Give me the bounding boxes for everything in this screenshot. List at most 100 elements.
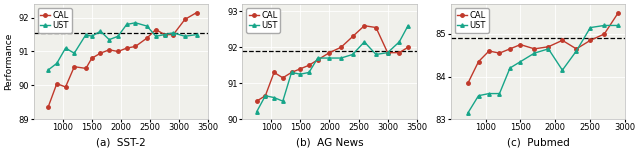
CAL: [132, 45, 140, 47]
CAL: [404, 46, 412, 48]
UST: [44, 69, 52, 71]
CAL: [545, 46, 552, 48]
CAL: [123, 47, 131, 49]
Y-axis label: Performance: Performance: [4, 33, 13, 90]
CAL: [253, 100, 260, 102]
CAL: [337, 46, 345, 48]
CAL: [106, 49, 113, 51]
CAL: [152, 29, 159, 30]
UST: [337, 57, 345, 59]
CAL: [143, 37, 151, 39]
CAL: [360, 25, 368, 27]
CAL: [573, 48, 580, 50]
X-axis label: (c)  Pubmed: (c) Pubmed: [506, 138, 570, 148]
UST: [495, 93, 503, 95]
UST: [531, 52, 538, 54]
UST: [559, 69, 566, 71]
CAL: [44, 106, 52, 108]
CAL: [114, 51, 122, 52]
UST: [181, 35, 189, 37]
UST: [70, 52, 78, 54]
UST: [106, 39, 113, 41]
CAL: [600, 33, 608, 35]
CAL: [262, 95, 269, 97]
CAL: [464, 82, 472, 84]
UST: [132, 22, 140, 24]
UST: [88, 35, 95, 37]
CAL: [586, 39, 594, 41]
CAL: [396, 52, 403, 54]
UST: [506, 67, 514, 69]
CAL: [506, 48, 514, 50]
UST: [586, 27, 594, 28]
CAL: [181, 18, 189, 20]
CAL: [161, 34, 168, 36]
UST: [600, 24, 608, 26]
CAL: [314, 59, 321, 61]
CAL: [193, 12, 200, 14]
CAL: [279, 77, 287, 79]
UST: [53, 62, 61, 64]
UST: [253, 111, 260, 113]
CAL: [614, 12, 622, 14]
UST: [360, 41, 368, 43]
UST: [279, 100, 287, 102]
Legend: CAL, UST: CAL, UST: [455, 8, 488, 33]
UST: [349, 54, 356, 55]
UST: [573, 50, 580, 52]
CAL: [288, 71, 296, 73]
UST: [485, 93, 493, 95]
CAL: [305, 64, 313, 66]
UST: [97, 30, 104, 32]
CAL: [53, 83, 61, 85]
UST: [61, 47, 69, 49]
UST: [296, 73, 304, 75]
X-axis label: (a)  SST-2: (a) SST-2: [96, 138, 146, 148]
UST: [170, 32, 177, 34]
CAL: [531, 48, 538, 50]
UST: [152, 35, 159, 37]
X-axis label: (b)  AG News: (b) AG News: [296, 138, 364, 148]
UST: [270, 97, 278, 98]
CAL: [70, 66, 78, 68]
UST: [143, 25, 151, 27]
CAL: [326, 52, 333, 54]
UST: [545, 48, 552, 50]
UST: [464, 112, 472, 114]
Legend: CAL, UST: CAL, UST: [38, 8, 72, 33]
UST: [384, 52, 392, 54]
UST: [614, 24, 622, 26]
CAL: [296, 68, 304, 70]
UST: [114, 35, 122, 37]
Line: CAL: CAL: [467, 11, 620, 85]
UST: [404, 25, 412, 27]
Line: UST: UST: [46, 21, 198, 72]
Line: CAL: CAL: [46, 11, 198, 109]
UST: [288, 71, 296, 73]
CAL: [384, 52, 392, 54]
UST: [82, 34, 90, 36]
CAL: [349, 36, 356, 37]
Line: UST: UST: [467, 24, 620, 114]
Line: CAL: CAL: [255, 24, 410, 103]
UST: [161, 34, 168, 36]
UST: [372, 54, 380, 55]
CAL: [61, 86, 69, 88]
UST: [475, 95, 483, 97]
Legend: CAL, UST: CAL, UST: [246, 8, 280, 33]
CAL: [559, 39, 566, 41]
UST: [193, 34, 200, 36]
UST: [123, 24, 131, 25]
UST: [314, 57, 321, 59]
CAL: [270, 71, 278, 73]
UST: [262, 95, 269, 97]
CAL: [97, 52, 104, 54]
UST: [516, 61, 524, 63]
CAL: [88, 57, 95, 59]
UST: [396, 41, 403, 43]
CAL: [372, 27, 380, 28]
Line: UST: UST: [255, 24, 410, 114]
CAL: [82, 67, 90, 69]
UST: [305, 71, 313, 73]
CAL: [485, 50, 493, 52]
